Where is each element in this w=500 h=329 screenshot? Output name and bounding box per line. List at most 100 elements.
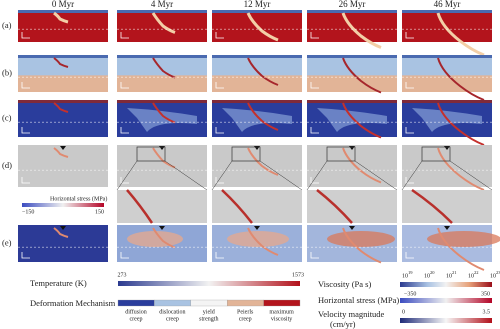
zoom-box [136,146,166,162]
colorbar [400,318,492,323]
tick-base: 10 [402,273,408,279]
scale-bar [21,252,30,259]
scale-bar [310,82,319,89]
scale-bar [215,252,224,259]
scale-bar [310,177,319,184]
tick-base: 10 [468,273,474,279]
model-panel [402,145,492,187]
mechanism-label: Peierls [237,309,254,315]
zoom-connector [211,160,233,191]
tick-base: 10 [490,273,496,279]
model-panel [18,145,108,187]
mechanism-swatch [263,299,301,307]
slab [341,12,382,49]
weak-zone [222,108,292,132]
zoom-slab [316,189,353,224]
surface-layer [402,100,492,103]
slab [437,57,485,101]
surface-layer [402,10,492,13]
scale-bar [120,82,129,89]
mechanism-label: viscosity [271,316,292,322]
inset-max: 150 [95,209,104,215]
tick-exponent: 19 [408,270,413,275]
trench-marker [444,226,450,230]
legend-title: Velocity magnitude [318,309,385,319]
trench-marker [60,146,66,150]
scale-bar [21,32,30,39]
scale-bar [21,82,30,89]
scale-bar [21,127,30,134]
mechanism-label: strength [199,316,218,322]
zoom-box [326,146,356,162]
zoom-box [421,146,451,162]
surface-layer [117,100,207,103]
mechanism-label: creep [239,316,252,322]
colorbar [118,281,300,286]
weak-zone [127,108,197,132]
slab [342,57,382,94]
scale-bar [215,177,224,184]
model-panel [18,100,108,137]
scale-bar [21,177,30,184]
surface-layer [307,10,397,13]
row-label: (a) [2,20,12,30]
legend-title: Temperature (K) [30,278,87,288]
zoom-connector [116,160,138,191]
inset-title: Horizontal stress (MPa) [50,195,107,202]
scale-bar [120,252,129,259]
weak-zone [317,108,387,132]
scale-bar [405,82,414,89]
tick-exponent: 20 [430,270,435,275]
zoom-connector [354,160,398,191]
column-header: 26 Myr [339,0,366,9]
slab [53,11,69,24]
scale-bar [310,127,319,134]
zoom-slab [411,188,453,224]
legend-title: Horizontal stress (MPa) [318,295,399,305]
tick-label: 3.5 [483,309,491,315]
slab [151,12,176,34]
mechanism-swatch [117,299,155,307]
slab [152,57,176,79]
inset-colorbar [22,203,104,207]
tick-label: 0 [402,309,405,315]
flow-cell [227,231,289,247]
surface-layer [212,55,302,58]
slab [437,147,485,191]
mechanism-label: maximum [269,309,294,315]
scale-bar [310,32,319,39]
surface-layer [18,100,108,103]
tick-base: 10 [424,273,430,279]
legend-title: Deformation Mechanism [30,298,116,308]
tick-base: 10 [446,273,452,279]
row-label: (d) [2,160,12,170]
mantle-layer [307,75,397,92]
surface-layer [212,10,302,13]
slab [247,227,279,256]
surface-layer [212,100,302,103]
scale-bar [405,252,414,259]
slab [437,102,485,146]
scale-bar [310,252,319,259]
zoom-connector [449,160,493,191]
trench-marker [60,226,66,230]
slab [247,147,279,176]
model-panel [18,10,108,42]
row-label: (e) [2,237,12,247]
scale-bar [405,32,414,39]
column-header: 0 Myr [52,0,74,9]
mantle-layer [117,75,207,92]
slab [342,102,382,139]
column-header: 12 Myr [244,0,271,9]
zoom-box [231,146,261,162]
colorbar [400,282,492,287]
column-header: 46 Myr [434,0,461,9]
tick-label: 350 [481,291,490,297]
mechanism-label: yield [203,309,215,315]
mantle-layer [402,75,492,92]
zoom-connector [306,160,328,191]
legend-title: Viscosity (Pa s) [318,279,371,289]
row-label: (c) [2,112,12,122]
mantle-layer [212,75,302,92]
